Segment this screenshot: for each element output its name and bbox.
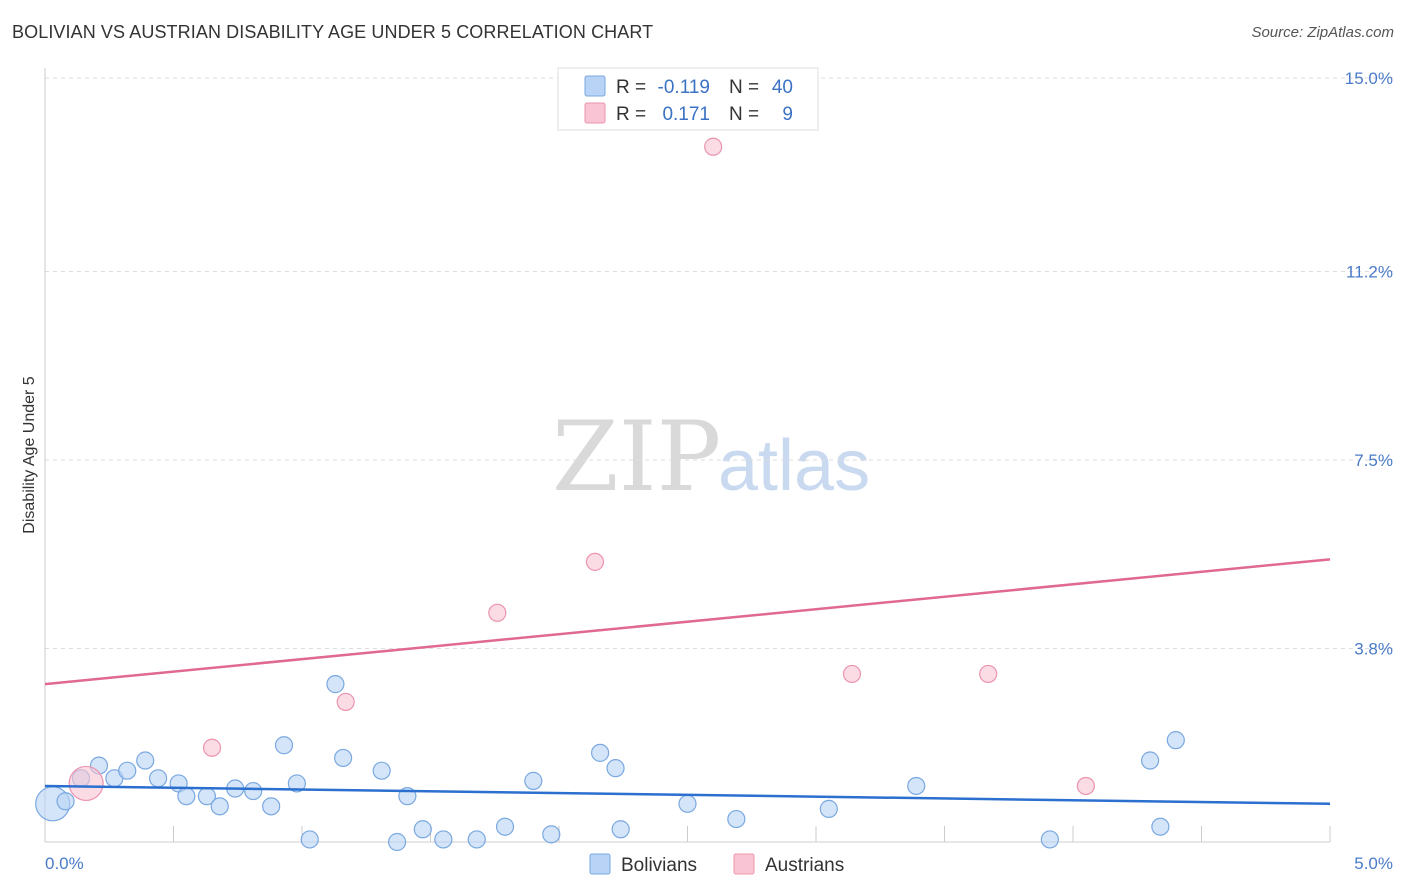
bolivians-point-9	[177, 787, 196, 806]
bolivians-point-36	[1040, 830, 1059, 849]
bolivians-point-27	[524, 771, 543, 790]
bolivians-point-13	[244, 781, 263, 801]
legend-n-label-1: N =	[729, 104, 759, 125]
bolivians-point-24	[434, 830, 453, 849]
bolivians-point-7	[148, 769, 168, 788]
y-tick-labels: 3.8% 7.5% 11.2% 15.0%	[1345, 69, 1393, 658]
bolivians-point-19	[334, 748, 353, 768]
y-tick-label-0: 3.8%	[1354, 639, 1393, 658]
legend-swatch-bolivians	[584, 75, 606, 97]
bolivians-point-38	[1151, 817, 1170, 836]
bolivians-point-25	[467, 830, 486, 849]
bolivians-point-26	[495, 817, 515, 836]
austrians-point-7	[979, 664, 998, 684]
series-legend-label-austrians: Austrians	[765, 855, 844, 876]
bolivians-point-21	[387, 832, 407, 852]
austrians-point-5	[704, 137, 723, 156]
bolivians-point-31	[611, 820, 630, 839]
bolivians-point-20	[372, 761, 391, 780]
bolivians-point-6	[136, 751, 155, 770]
austrians-point-8	[1076, 776, 1095, 796]
legend-n-value-0: 40	[772, 77, 793, 98]
watermark: ZIP atlas	[552, 401, 870, 513]
y-axis-label: Disability Age Under 5	[21, 376, 38, 534]
austrians-point-4	[585, 552, 605, 571]
bolivians-point-30	[606, 759, 625, 778]
legend-r-label-1: R =	[616, 104, 646, 125]
bolivians-point-23	[413, 820, 432, 839]
austrians-point-2	[336, 692, 355, 712]
legend-r-label-0: R =	[616, 77, 646, 98]
bolivians-point-1	[56, 792, 75, 811]
watermark-zip: ZIP	[552, 401, 721, 513]
bolivians-point-15	[274, 736, 294, 755]
legend-r-value-0: -0.119	[658, 77, 710, 98]
trend-lines	[44, 558, 1331, 806]
bolivians-point-5	[118, 761, 137, 780]
x-tick-labels: 0.0% 5.0%	[45, 854, 1393, 873]
bolivians-point-18	[326, 675, 345, 694]
series-legend-label-bolivians: Bolivians	[621, 855, 697, 876]
series-legend-swatch-austrians	[733, 853, 755, 875]
grid	[45, 77, 1395, 649]
bolivians-point-29	[591, 743, 610, 762]
austrians-point-0	[68, 765, 104, 802]
bolivians-point-37	[1140, 751, 1160, 770]
legend-r-value-1: 0.171	[662, 104, 710, 125]
y-tick-label-3: 15.0%	[1345, 69, 1393, 88]
austrians-trend-line	[44, 558, 1331, 686]
bolivians-trend-line	[44, 784, 1331, 806]
legend-n-label-0: N =	[729, 77, 759, 98]
legend-swatch-austrians	[584, 102, 606, 124]
bolivians-point-33	[727, 809, 746, 829]
austrians-point-3	[488, 603, 507, 622]
bolivians-point-34	[819, 799, 838, 818]
bolivians-point-11	[210, 797, 229, 816]
x-tick-label-min: 0.0%	[45, 854, 84, 873]
watermark-atlas: atlas	[718, 426, 870, 506]
series-legend-swatch-bolivians	[589, 853, 611, 875]
series-legend: Bolivians Austrians	[589, 853, 844, 876]
austrians-point-6	[842, 664, 862, 684]
x-tick-label-max: 5.0%	[1354, 854, 1393, 873]
y-tick-label-1: 7.5%	[1354, 451, 1393, 470]
bolivians-point-35	[907, 776, 926, 796]
bolivians-point-32	[678, 794, 697, 813]
bolivians-point-17	[300, 830, 319, 849]
legend-n-value-1: 9	[782, 104, 793, 125]
data-points	[35, 137, 1185, 852]
austrians-point-1	[202, 738, 222, 757]
bolivians-point-28	[542, 825, 561, 844]
source-label: Source: ZipAtlas.com	[1251, 24, 1394, 41]
bolivians-point-14	[262, 797, 281, 816]
bolivians-point-16	[287, 774, 306, 793]
chart-title: BOLIVIAN VS AUSTRIAN DISABILITY AGE UNDE…	[12, 22, 654, 42]
bolivians-point-39	[1166, 731, 1185, 750]
stats-legend: R = -0.119 N = 40 R = 0.171 N = 9	[557, 67, 819, 131]
y-tick-label-2: 11.2%	[1346, 263, 1393, 282]
